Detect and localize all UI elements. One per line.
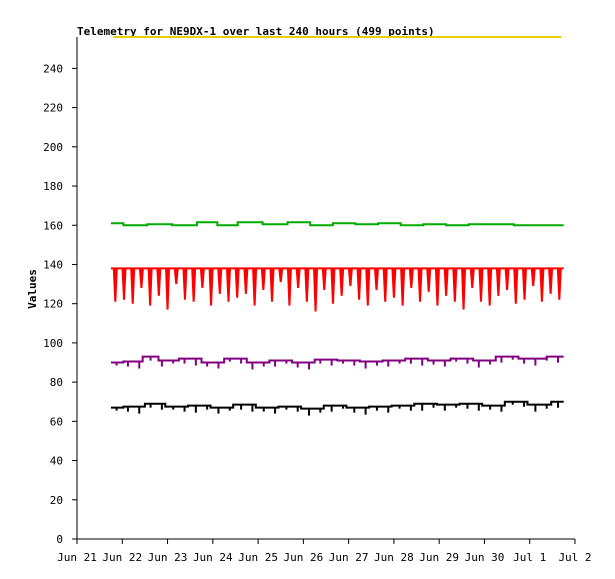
series-dip [199,268,205,288]
series-dip [365,268,371,306]
series-dip [426,268,432,292]
series-dip [252,268,258,306]
series-dip [313,268,319,312]
x-tick-label: Jun 21 [57,551,97,564]
series-dip [269,268,275,302]
series-4 [110,400,564,416]
y-tick-label: 200 [43,141,63,154]
series-dip [487,268,493,306]
x-tick-label: Jun 30 [465,551,505,564]
series-dip [556,268,562,300]
y-tick-label: 120 [43,298,63,311]
chart-title: Telemetry for NE9DX-1 over last 240 hour… [77,25,435,38]
series-dip [539,268,545,302]
series-dip [321,268,327,290]
series-dip [260,268,266,290]
y-tick-label: 100 [43,337,63,350]
series-dip [504,268,510,290]
series-dip [417,268,423,302]
series-dip [434,268,440,306]
series-dip [112,268,118,302]
x-tick-label: Jun 28 [374,551,414,564]
x-tick-label: Jun 22 [102,551,142,564]
x-tick-label: Jun 23 [148,551,188,564]
series-dip [513,268,519,304]
series-dip [356,268,362,300]
y-tick-label: 60 [50,415,63,428]
series-dip [182,268,188,300]
x-ticks: Jun 21 Jun 22 Jun 23 Jun 24 Jun 25 Jun 26 Jun … [57,539,592,564]
series-dip [400,268,406,306]
y-ticks: 0 20 40 60 80 100 120 140 160 180 200 220 240 [43,62,77,546]
series-dip [522,268,528,300]
series-dip [530,268,536,287]
series-dip [295,268,301,288]
series-dip [217,268,223,294]
plot-area [76,37,575,540]
x-tick-label: Jul 2 [558,551,591,564]
series-3 [110,355,564,370]
series-dip [548,268,554,294]
x-tick-label: Jun 27 [329,551,369,564]
series-dip [121,268,127,300]
series-dip [452,268,458,302]
series-line [110,400,564,410]
series-line [110,221,564,227]
x-tick-label: Jun 29 [419,551,459,564]
x-tick-label: Jun 26 [283,551,323,564]
series-dip [173,268,179,285]
series-dip [495,268,501,296]
series-dip [278,268,284,283]
y-tick-label: 240 [43,62,63,75]
series-dip [156,268,162,296]
x-tick-label: Jul 1 [513,551,546,564]
series-dip [382,268,388,302]
y-tick-label: 140 [43,258,63,271]
series-dip [147,268,153,306]
series-dip [286,268,292,306]
series-dip [243,268,249,294]
series-dip [165,268,171,310]
y-tick-label: 220 [43,102,63,115]
series-1 [110,221,564,227]
y-tick-label: 80 [50,376,63,389]
series-dip [347,268,353,287]
series-dip [408,268,414,288]
series-dip [373,268,379,290]
y-tick-label: 160 [43,219,63,232]
y-tick-label: 180 [43,180,63,193]
series-dip [234,268,240,298]
series-dip [130,268,136,304]
x-tick-label: Jun 24 [193,551,233,564]
series-2 [110,267,564,312]
series-dip [339,268,345,296]
y-axis-label: Values [26,269,39,309]
y-tick-label: 0 [56,533,63,546]
y-tick-label: 20 [50,494,63,507]
series-dip [225,268,231,302]
series-dip [478,268,484,302]
series-dip [469,268,475,288]
series-dip [443,268,449,296]
series-layer [110,36,564,416]
series-dip [208,268,214,306]
series-dip [461,268,467,310]
series-line [110,355,564,364]
series-dip [138,268,144,288]
y-tick-label: 40 [50,455,63,468]
series-dip [391,268,397,298]
series-dip [191,268,197,302]
series-dip [304,268,310,302]
series-dip [330,268,336,304]
x-tick-label: Jun 25 [238,551,278,564]
